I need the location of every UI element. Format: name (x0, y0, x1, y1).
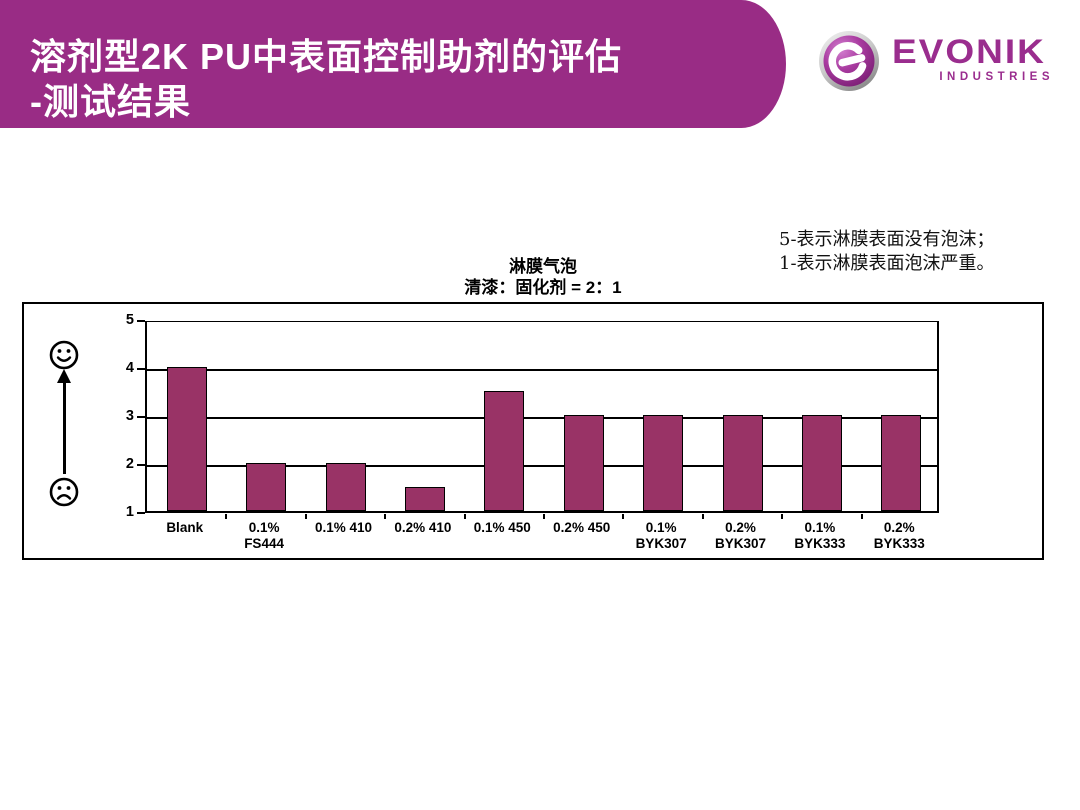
bar-0.2%-byk307 (722, 415, 763, 511)
x-tick-label-8: 0.1% BYK333 (794, 520, 846, 551)
chart-frame: 1 2 3 4 5 Blank 0.1% FS444 0.1% 410 0.2% 410 0.1%… (22, 302, 1044, 560)
happy-face-icon (49, 340, 79, 370)
gridline-4 (147, 369, 937, 371)
logo-brand-text: EVONIK (892, 32, 1046, 71)
x-tick-label-0: Blank (166, 520, 204, 535)
x-axis-tick (781, 514, 784, 519)
logo-wordmark: EVONIK INDUSTRIES (892, 35, 1054, 83)
y-tick-label-5: 5 (125, 312, 134, 328)
x-axis-tick (860, 514, 863, 519)
x-tick-label-9: 0.2% BYK333 (873, 520, 925, 551)
bar-0.2%-410 (404, 487, 445, 511)
x-tick-label-2: 0.1% 410 (314, 520, 373, 535)
rating-note-line2: 1-表示淋膜表面泡沫严重。 (779, 253, 995, 274)
bar-0.1%-410 (325, 463, 366, 511)
slide-title-line2: -测试结果 (30, 81, 191, 122)
chart-title: 淋膜气泡 (509, 257, 577, 276)
y-axis-tick (137, 416, 145, 418)
rating-note: 5-表示淋膜表面没有泡沫； 1-表示淋膜表面泡沫严重。 (779, 228, 995, 276)
bar-blank (166, 367, 207, 511)
bar-0.1%-byk307 (643, 415, 684, 511)
y-axis-tick (137, 464, 145, 466)
arrow-line (62, 381, 66, 474)
x-tick-label-7: 0.2% BYK307 (714, 520, 766, 551)
y-tick-label-4: 4 (125, 360, 134, 376)
x-axis-tick (622, 514, 625, 519)
arrow-up-icon (57, 369, 71, 383)
sad-face-icon (49, 477, 79, 507)
chart-subtitle: 清漆：固化剂 = 2：1 (464, 278, 622, 297)
bar-0.2%-byk333 (881, 415, 922, 511)
chart-title-block: 淋膜气泡 清漆：固化剂 = 2：1 (145, 256, 941, 298)
x-tick-label-4: 0.1% 450 (473, 520, 531, 535)
x-axis-tick (701, 514, 704, 519)
x-axis-tick (304, 514, 307, 519)
logo-subbrand-text: INDUSTRIES (939, 71, 1054, 83)
plot-area (145, 321, 939, 519)
y-axis-tick (137, 320, 145, 322)
y-tick-label-3: 3 (125, 408, 134, 424)
slide-title: 溶剂型2K PU中表面控制助剂的评估 -测试结果 (30, 34, 622, 124)
x-tick-label-5: 0.2% 450 (553, 520, 611, 535)
x-axis-tick (463, 514, 466, 519)
bar-0.2%-450 (563, 415, 604, 511)
bar-0.1%-byk333 (801, 415, 842, 511)
evonik-logo: EVONIK INDUSTRIES (818, 27, 1058, 102)
y-tick-label-2: 2 (125, 456, 134, 472)
bar-0.1%-fs444 (246, 463, 287, 511)
x-tick-label-6: 0.1% BYK307 (635, 520, 687, 551)
gridline-3 (147, 417, 937, 419)
header-banner: 溶剂型2K PU中表面控制助剂的评估 -测试结果 (0, 0, 786, 128)
x-axis-tick (225, 514, 228, 519)
y-tick-label-1: 1 (125, 504, 134, 520)
rating-note-line1: 5-表示淋膜表面没有泡沫； (779, 229, 995, 250)
bar-0.1%-450 (484, 391, 525, 511)
evonik-sphere-icon (819, 31, 879, 91)
slide-title-line1: 溶剂型2K PU中表面控制助剂的评估 (30, 36, 623, 77)
x-axis-tick (384, 514, 387, 519)
x-axis-tick (543, 514, 545, 519)
y-axis-tick (137, 512, 145, 514)
y-axis-tick (137, 368, 145, 370)
x-tick-label-1: 0.1% FS444 (244, 520, 284, 551)
x-tick-label-3: 0.2% 410 (394, 520, 452, 535)
gridline-2 (147, 465, 937, 467)
